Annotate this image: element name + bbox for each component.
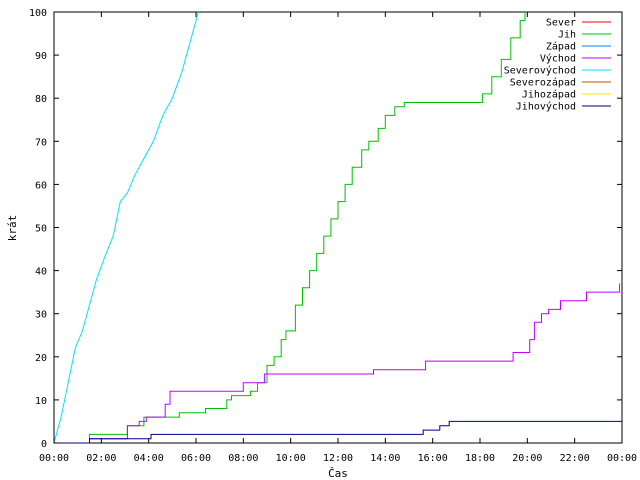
y-tick-label: 30 — [35, 310, 47, 321]
legend-label-jih: Jih — [558, 30, 576, 41]
x-tick-label: 10:00 — [276, 453, 306, 464]
x-tick-label: 04:00 — [134, 453, 164, 464]
y-tick-label: 60 — [35, 180, 47, 191]
y-tick-label: 0 — [41, 439, 47, 450]
x-axis-label: Čas — [328, 467, 348, 480]
series-line-jih — [54, 12, 526, 444]
legend-label-zapad: Západ — [546, 41, 576, 53]
legend: SeverJihZápadVýchodSeverovýchodSeverozáp… — [504, 18, 611, 113]
y-tick-label: 100 — [29, 8, 47, 19]
y-axis-label: krát — [6, 215, 19, 242]
x-tick-label: 22:00 — [560, 453, 590, 464]
x-tick-label: 00:00 — [607, 453, 637, 464]
y-tick-label: 40 — [35, 267, 47, 278]
x-tick-label: 18:00 — [465, 453, 495, 464]
y-tick-label: 80 — [35, 94, 47, 105]
legend-label-jihovychod: Jihovýchod — [516, 101, 576, 113]
x-tick-label: 06:00 — [181, 453, 211, 464]
legend-label-vychod: Východ — [540, 53, 576, 65]
x-tick-label: 02:00 — [86, 453, 116, 464]
series-line-jihovychod — [54, 420, 622, 444]
y-tick-label: 70 — [35, 137, 47, 148]
x-tick-label: 20:00 — [512, 453, 542, 464]
x-tick-label: 16:00 — [418, 453, 448, 464]
legend-label-severovychod: Severovýchod — [504, 65, 576, 77]
legend-label-sever: Sever — [546, 18, 576, 29]
x-tick-label: 00:00 — [39, 453, 69, 464]
plot-area — [53, 11, 623, 444]
x-tick-label: 14:00 — [370, 453, 400, 464]
x-tick-label: 08:00 — [228, 453, 258, 464]
y-axis: 0 10 20 30 40 50 60 70 80 90 100 — [29, 8, 622, 450]
legend-label-jihozapad: Jihozápad — [522, 89, 576, 101]
y-tick-label: 90 — [35, 51, 47, 62]
legend-label-severozapad: Severozápad — [510, 77, 576, 89]
x-tick-label: 12:00 — [323, 453, 353, 464]
series-layer — [53, 11, 622, 444]
y-tick-label: 20 — [35, 353, 47, 364]
series-line-severovychod — [53, 11, 199, 444]
x-axis: 00:00 02:00 04:00 06:00 08:00 10:00 12:00 14:00… — [39, 12, 637, 464]
series-line-vychod — [54, 283, 621, 444]
y-tick-label: 50 — [35, 224, 47, 235]
y-tick-label: 10 — [35, 396, 47, 407]
